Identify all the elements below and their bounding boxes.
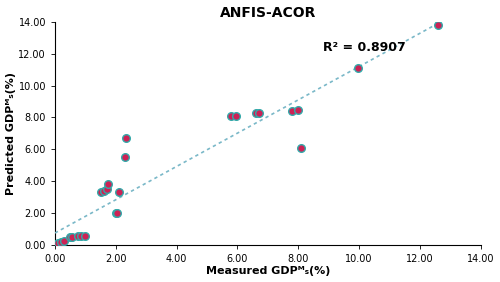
Point <box>114 211 122 215</box>
Point <box>68 234 76 239</box>
Point <box>294 107 302 112</box>
Point <box>115 190 123 195</box>
Point <box>104 182 112 186</box>
Point <box>74 234 82 238</box>
Text: R² = 0.8907: R² = 0.8907 <box>322 41 406 54</box>
Point <box>252 111 260 115</box>
Point <box>298 146 306 150</box>
Title: ANFIS-ACOR: ANFIS-ACOR <box>220 6 316 19</box>
Point <box>254 111 262 115</box>
X-axis label: Measured GDPᴹₛ(%): Measured GDPᴹₛ(%) <box>206 266 330 276</box>
Point <box>57 240 65 244</box>
Point <box>232 114 240 118</box>
Point <box>354 66 362 70</box>
Point <box>434 23 442 28</box>
Point <box>288 109 296 113</box>
Point <box>77 234 85 238</box>
Point <box>228 114 235 118</box>
Point <box>102 187 110 191</box>
Y-axis label: Predicted GDPᴹₛ(%): Predicted GDPᴹₛ(%) <box>6 72 16 195</box>
Point <box>54 241 62 245</box>
Point <box>122 136 130 140</box>
Point <box>82 234 90 238</box>
Point <box>96 190 104 195</box>
Point <box>112 211 120 215</box>
Point <box>121 155 129 160</box>
Point <box>60 239 68 244</box>
Point <box>52 242 60 246</box>
Point <box>100 188 108 193</box>
Point <box>66 235 74 240</box>
